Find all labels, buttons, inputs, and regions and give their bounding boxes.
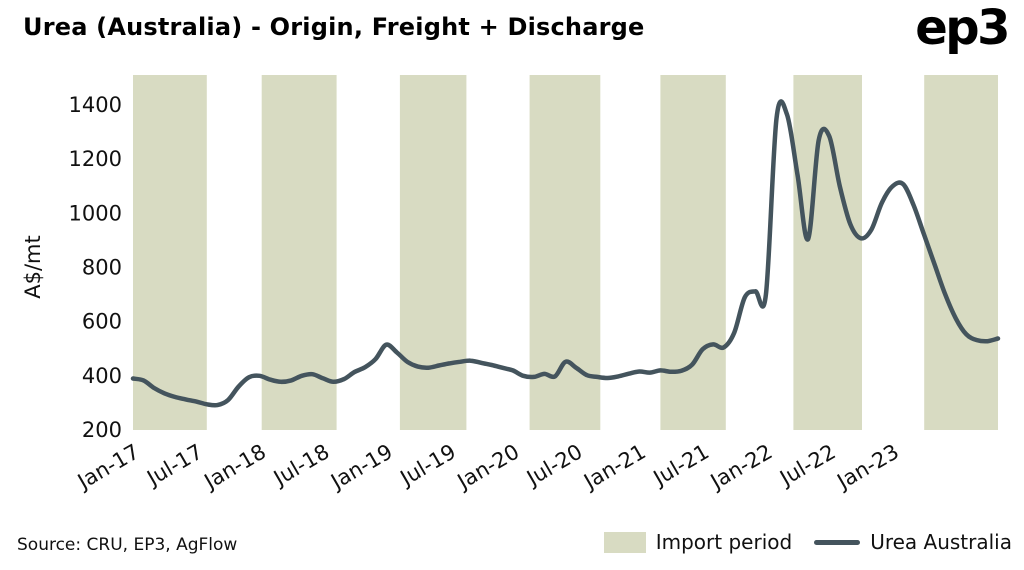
x-tick-label: Jan-18: [199, 440, 270, 495]
y-tick-label: 1200: [69, 147, 122, 171]
urea-price-line: [130, 99, 1001, 408]
import-period-swatch: [603, 531, 646, 553]
x-tick-label: Jan-22: [705, 440, 776, 495]
ep3-logo: ep3: [915, 0, 1010, 56]
y-tick-label: 1000: [69, 201, 122, 225]
y-axis-label: A$/mt: [21, 235, 45, 299]
y-tick-label: 1400: [69, 93, 122, 117]
import-period-band: [793, 75, 862, 430]
x-tick-label: Jul-19: [395, 440, 460, 492]
x-tick-label: Jan-17: [72, 440, 143, 495]
import-period-band: [261, 75, 337, 430]
x-tick-label: Jan-19: [325, 440, 396, 495]
x-tick-label: Jul-17: [141, 440, 206, 492]
x-tick-label: Jul-18: [268, 440, 333, 492]
import-period-band: [660, 75, 726, 430]
y-tick-label: 600: [82, 310, 122, 334]
x-tick-label: Jan-20: [452, 440, 523, 495]
import-period-band: [529, 75, 601, 430]
import-period-band: [399, 75, 467, 430]
y-tick-label: 400: [82, 364, 122, 388]
x-tick-label: Jul-20: [521, 440, 586, 492]
page-title: Urea (Australia) - Origin, Freight + Dis…: [23, 13, 645, 41]
legend-label-urea-australia: Urea Australia: [870, 530, 1012, 554]
y-tick-label: 200: [82, 418, 122, 442]
source-note: Source: CRU, EP3, AgFlow: [17, 535, 238, 555]
x-tick-label: Jul-21: [648, 440, 713, 492]
x-tick-label: Jul-22: [774, 440, 839, 492]
legend: Import period Urea Australia: [603, 530, 1012, 554]
y-tick-label: 800: [82, 256, 122, 280]
import-period-band: [924, 75, 998, 430]
urea-line-swatch: [814, 539, 861, 545]
x-tick-label: Jan-21: [578, 440, 649, 495]
import-period-band: [133, 75, 207, 430]
legend-label-import-period: Import period: [655, 530, 793, 554]
x-tick-label: Jan-23: [832, 440, 903, 495]
